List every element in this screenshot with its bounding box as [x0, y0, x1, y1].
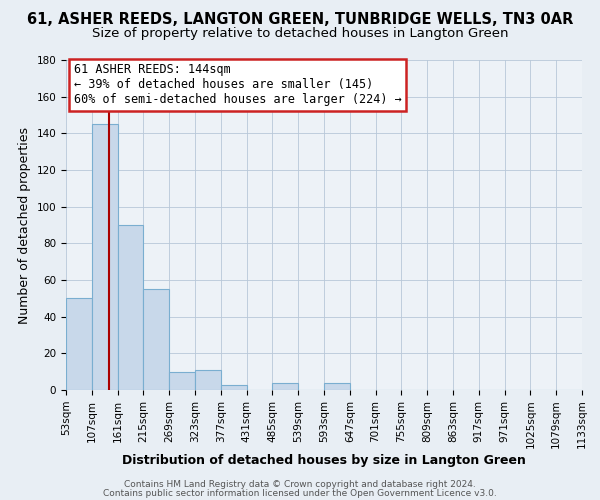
Bar: [92, 124, 118, 390]
Bar: [143, 289, 169, 390]
Y-axis label: Number of detached properties: Number of detached properties: [18, 126, 31, 324]
Bar: [324, 382, 350, 390]
Bar: [221, 384, 247, 390]
Text: 61, ASHER REEDS, LANGTON GREEN, TUNBRIDGE WELLS, TN3 0AR: 61, ASHER REEDS, LANGTON GREEN, TUNBRIDG…: [27, 12, 573, 28]
Bar: [118, 225, 143, 390]
Bar: [272, 382, 298, 390]
Bar: [66, 298, 92, 390]
Text: 61 ASHER REEDS: 144sqm
← 39% of detached houses are smaller (145)
60% of semi-de: 61 ASHER REEDS: 144sqm ← 39% of detached…: [74, 64, 401, 106]
X-axis label: Distribution of detached houses by size in Langton Green: Distribution of detached houses by size …: [122, 454, 526, 467]
Text: Size of property relative to detached houses in Langton Green: Size of property relative to detached ho…: [92, 26, 508, 40]
Bar: [169, 372, 195, 390]
Text: Contains HM Land Registry data © Crown copyright and database right 2024.: Contains HM Land Registry data © Crown c…: [124, 480, 476, 489]
Text: Contains public sector information licensed under the Open Government Licence v3: Contains public sector information licen…: [103, 488, 497, 498]
Bar: [195, 370, 221, 390]
